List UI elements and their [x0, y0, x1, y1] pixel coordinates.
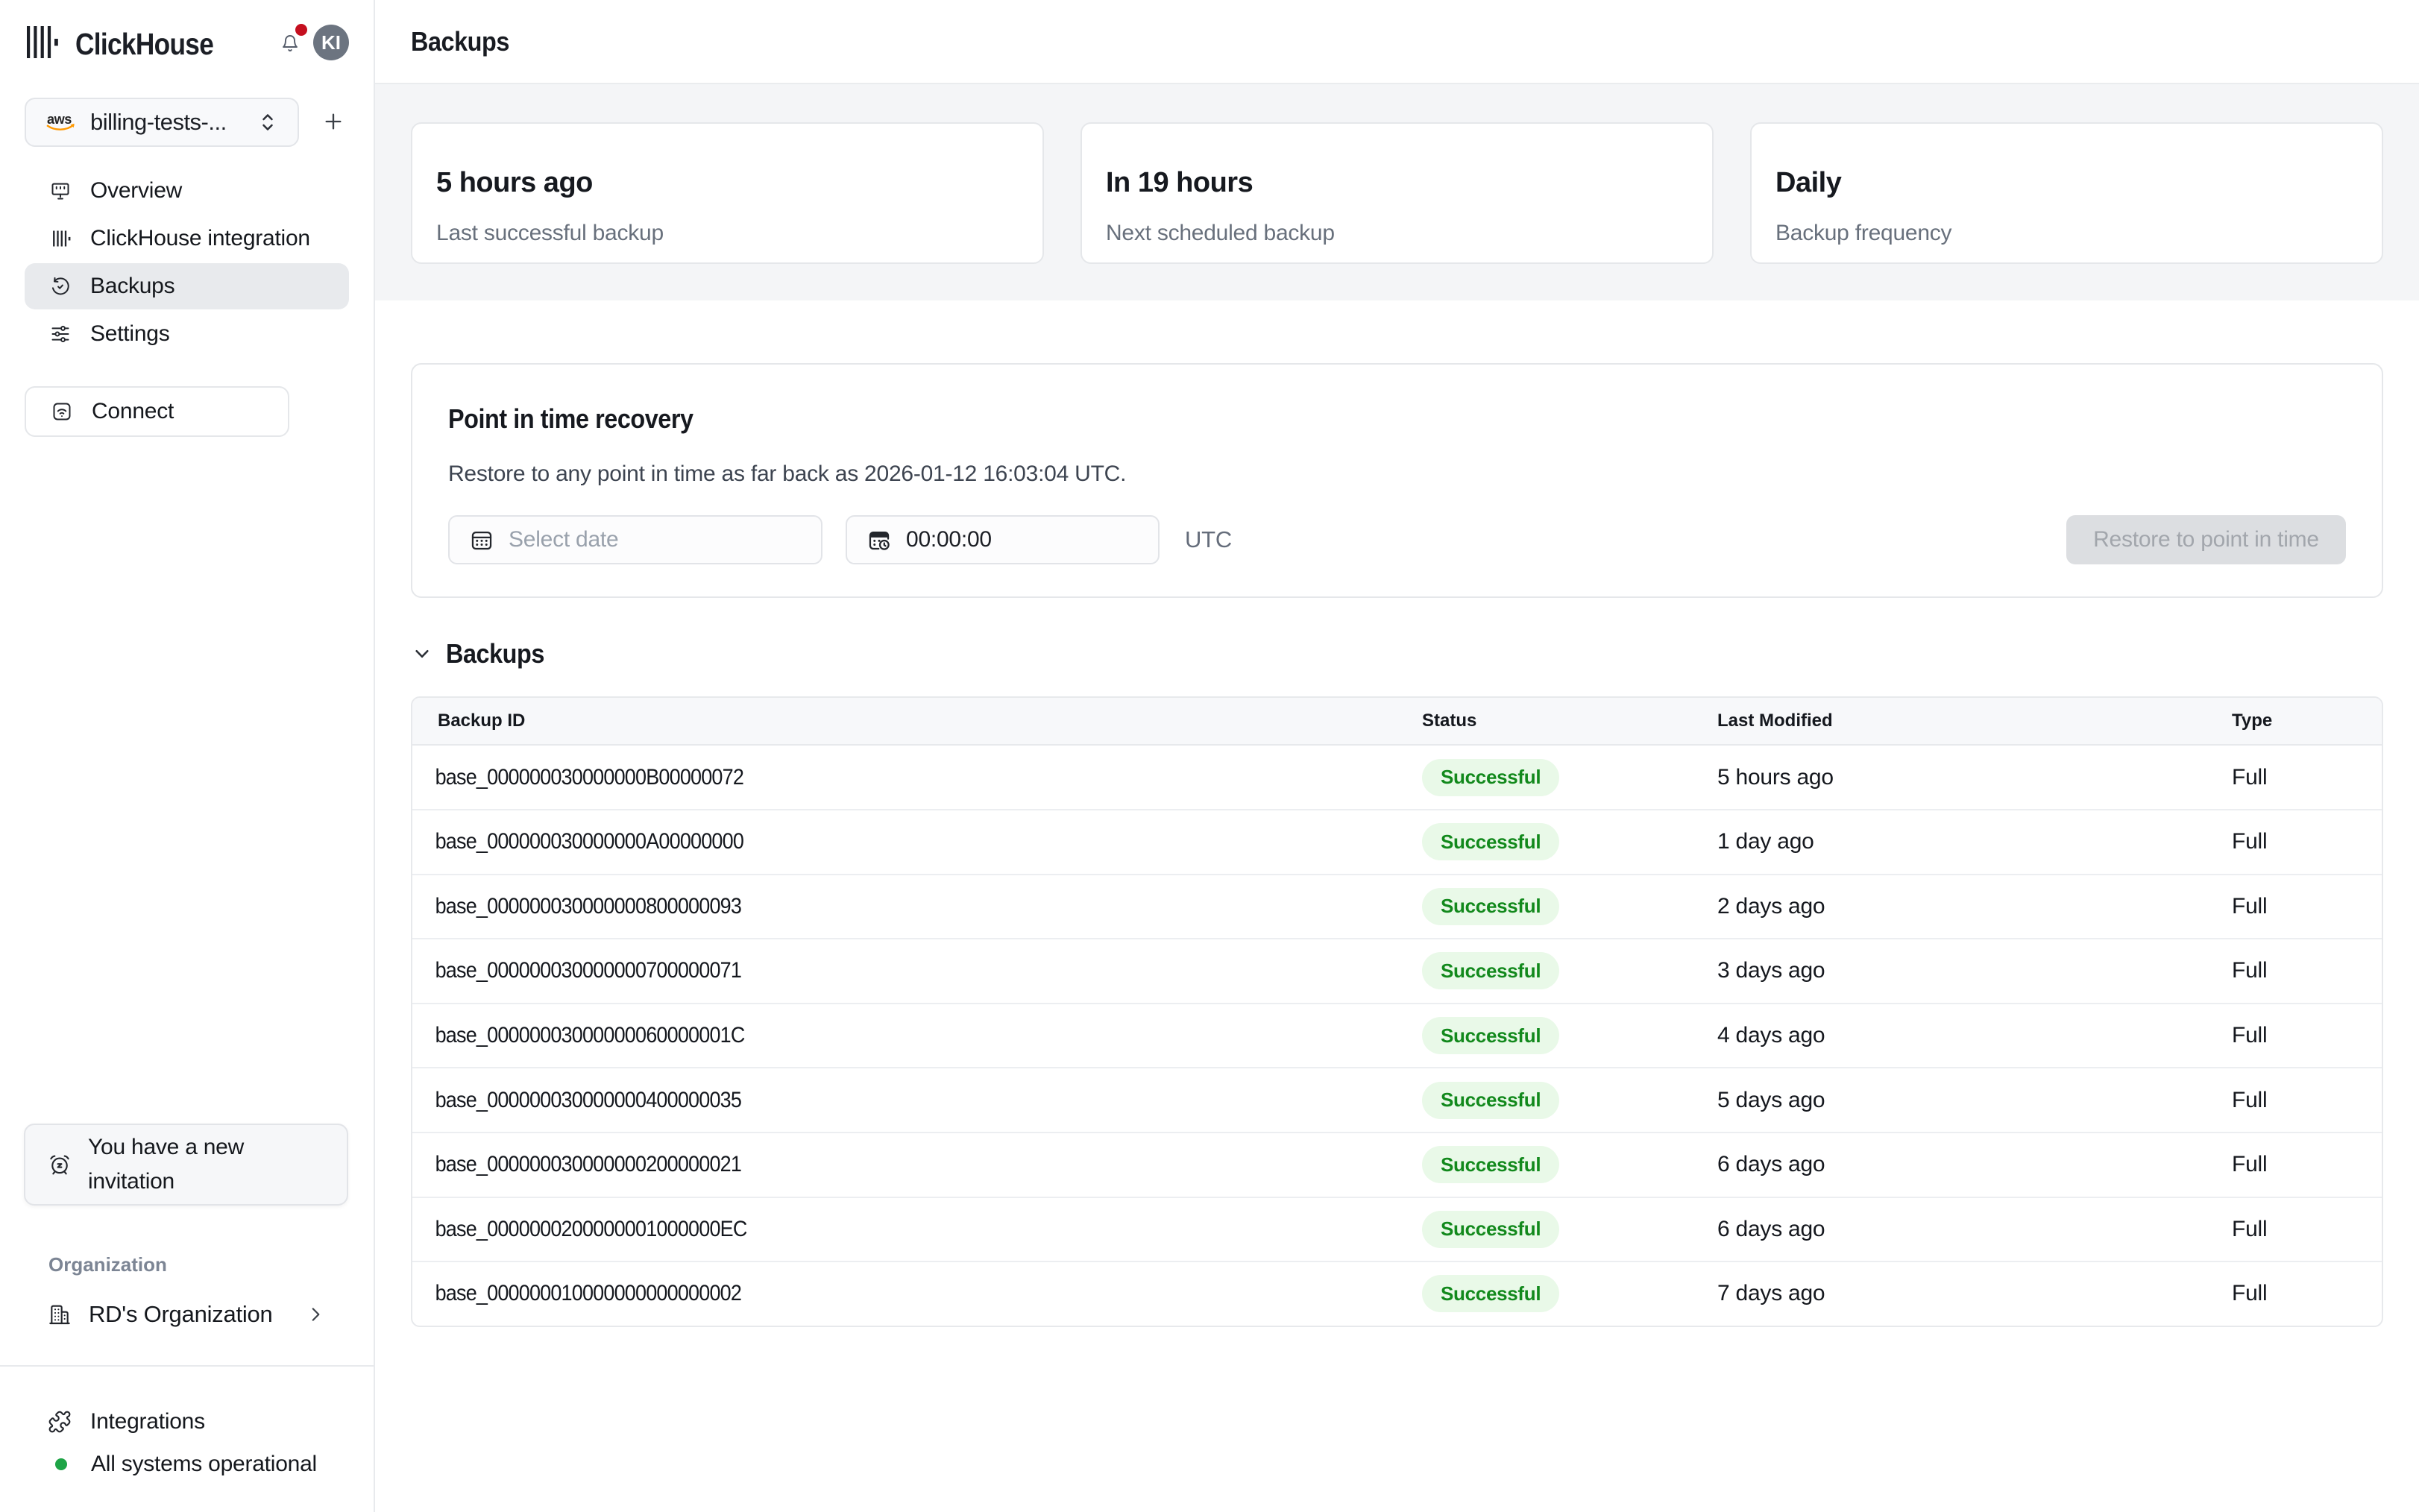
svg-text:aws: aws — [47, 112, 72, 127]
